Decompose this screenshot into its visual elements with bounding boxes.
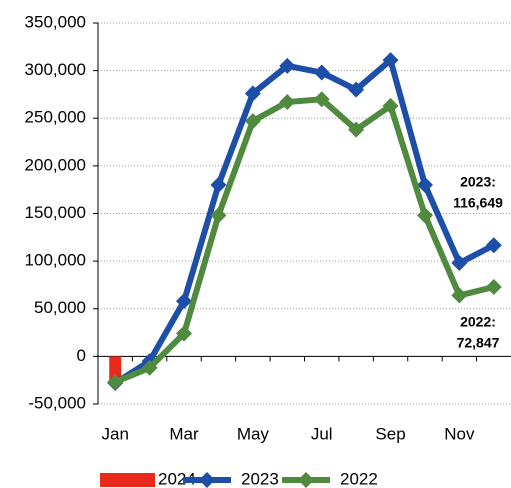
annotation: 2022: bbox=[460, 314, 496, 330]
legend-swatch bbox=[100, 473, 155, 487]
x-tick-label: May bbox=[237, 424, 270, 443]
data-label: 116,649 bbox=[453, 195, 503, 211]
marker bbox=[244, 113, 261, 130]
y-tick-label: 250,000 bbox=[25, 108, 86, 127]
line bbox=[114, 96, 495, 385]
legend-marker bbox=[199, 472, 215, 488]
y-tick-label: 200,000 bbox=[25, 155, 86, 174]
legend-label: 2023 bbox=[241, 469, 279, 488]
y-tick-label: -50,000 bbox=[28, 393, 86, 412]
marker bbox=[348, 81, 365, 98]
marker bbox=[451, 287, 468, 304]
marker bbox=[244, 85, 261, 102]
marker bbox=[348, 121, 365, 138]
x-tick-label: Jan bbox=[101, 424, 128, 443]
marker bbox=[416, 176, 433, 193]
y-tick-label: 100,000 bbox=[25, 251, 86, 270]
legend-label: 2024 bbox=[158, 469, 196, 488]
marker bbox=[382, 97, 399, 114]
x-tick-label: Sep bbox=[375, 424, 405, 443]
marker bbox=[485, 278, 502, 295]
x-tick-label: Nov bbox=[444, 424, 475, 443]
legend-label: 2022 bbox=[340, 469, 378, 488]
bar bbox=[109, 356, 122, 381]
marker bbox=[313, 91, 330, 108]
y-tick-label: 150,000 bbox=[25, 203, 86, 222]
marker bbox=[210, 207, 227, 224]
marker bbox=[210, 176, 227, 193]
marker bbox=[141, 359, 158, 376]
marker bbox=[485, 237, 502, 254]
y-tick-label: 300,000 bbox=[25, 60, 86, 79]
marker bbox=[382, 52, 399, 69]
annotation: 2023: bbox=[460, 174, 496, 190]
y-tick-label: 50,000 bbox=[34, 298, 86, 317]
marker bbox=[416, 207, 433, 224]
x-tick-label: Jul bbox=[311, 424, 333, 443]
y-tick-label: 350,000 bbox=[25, 12, 86, 31]
marker bbox=[451, 255, 468, 272]
marker bbox=[107, 374, 124, 391]
x-tick-label: Mar bbox=[169, 424, 199, 443]
marker bbox=[176, 325, 193, 342]
marker bbox=[279, 57, 296, 74]
y-tick-label: 0 bbox=[77, 346, 86, 365]
legend-marker bbox=[298, 472, 314, 488]
marker bbox=[176, 293, 193, 310]
line bbox=[113, 57, 496, 386]
marker bbox=[313, 64, 330, 81]
marker bbox=[279, 94, 296, 111]
data-label: 72,847 bbox=[457, 335, 500, 351]
